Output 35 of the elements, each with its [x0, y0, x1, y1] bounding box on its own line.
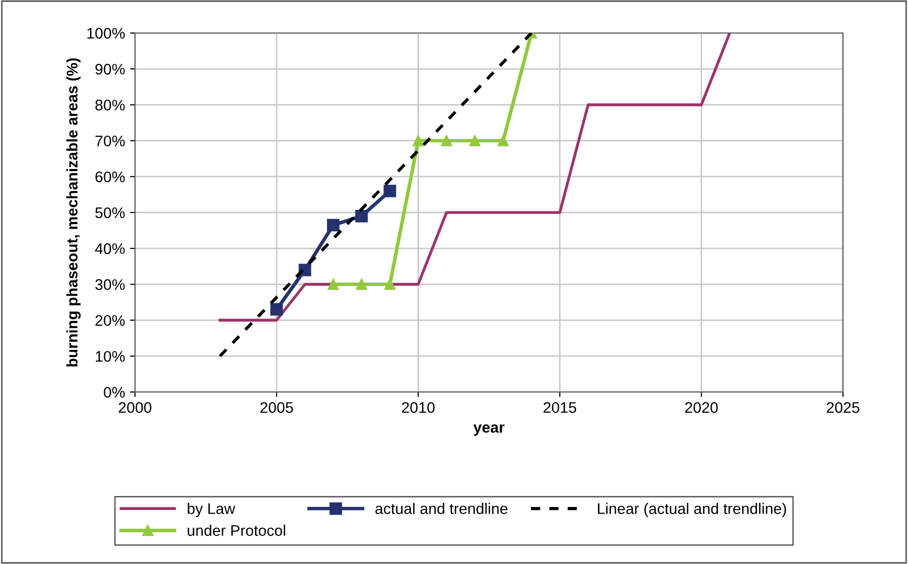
point [384, 184, 396, 198]
x-tick-label: 2015 [544, 402, 576, 413]
y-tick-label: 30% [95, 279, 125, 290]
y-tick-label: 20% [95, 315, 125, 326]
point [326, 218, 340, 232]
point [270, 303, 283, 316]
legend-label: under Protocol [188, 524, 286, 536]
y-tick-label: 100% [87, 28, 125, 39]
point [469, 135, 480, 146]
x-axis-title: year [473, 424, 504, 436]
point [498, 135, 509, 146]
y-tick-label: 70% [95, 136, 125, 146]
point [328, 278, 339, 290]
x-tick-label: 2010 [402, 402, 435, 413]
y-tick-label: 10% [96, 350, 125, 362]
x-tick-label: 2005 [260, 402, 293, 413]
y-tick-label: 40% [95, 243, 125, 254]
legend-label: Linear (actual and trendline) [598, 502, 786, 518]
x-tick-label: 2025 [826, 402, 860, 413]
x-tick-label: 2020 [685, 402, 718, 413]
point [412, 135, 424, 146]
point [355, 210, 368, 222]
y-tick-label: 80% [95, 100, 125, 110]
y-tick-label: 50% [95, 207, 125, 218]
point [356, 278, 368, 290]
x-tick-label: 2000 [118, 402, 152, 413]
line-series [218, 33, 732, 322]
y-axis-title: burning phaseout, mechanizable areas (%) [66, 58, 81, 366]
y-tick-label: 90% [95, 64, 125, 75]
point [440, 135, 452, 146]
legend-label: actual and trendline [375, 502, 508, 514]
legend-label: by Law [188, 502, 236, 518]
y-tick-label: 60% [95, 171, 125, 182]
point [384, 278, 396, 290]
y-tick-label: 0% [104, 386, 125, 398]
